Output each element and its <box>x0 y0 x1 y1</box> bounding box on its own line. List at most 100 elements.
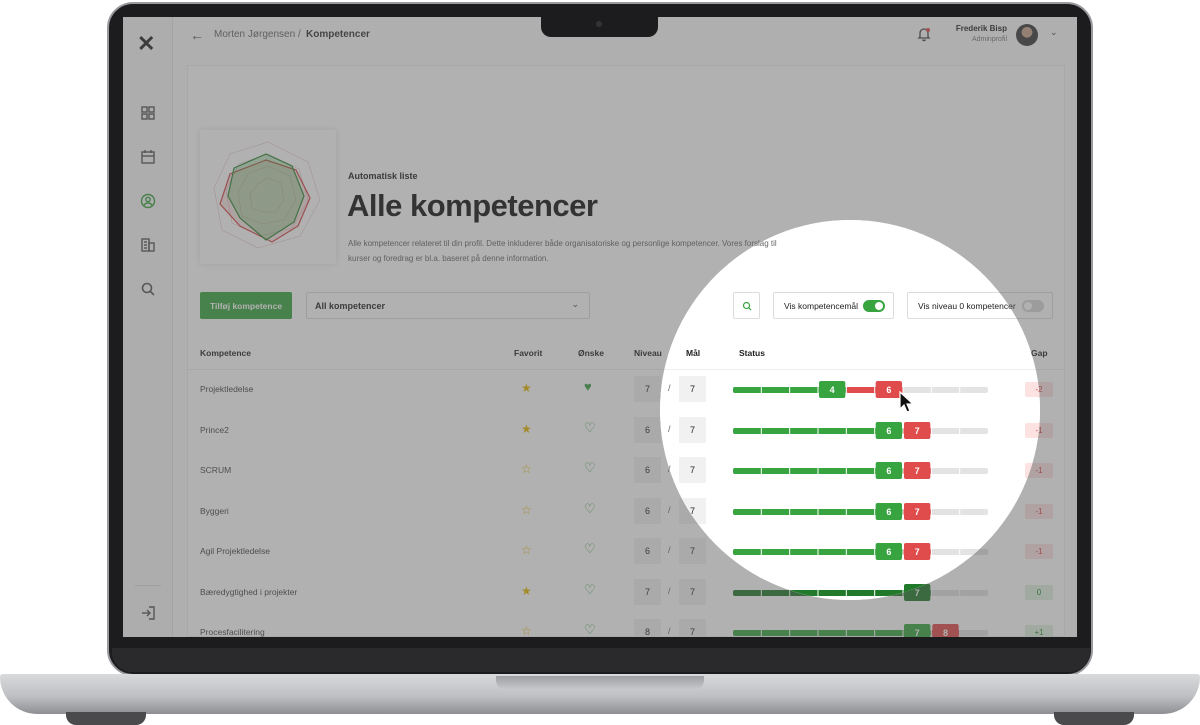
gap-badge: -1 <box>1025 422 1040 438</box>
competence-name[interactable]: SCRUM <box>200 465 232 475</box>
star-icon[interactable]: ★ <box>521 421 532 436</box>
gap-badge: +1 <box>1025 625 1053 637</box>
column-header-wish[interactable]: Ønske <box>578 348 604 358</box>
level-value[interactable]: 6 <box>634 538 661 564</box>
heart-icon[interactable]: ♡ <box>584 500 596 516</box>
radar-chart-card <box>200 130 336 264</box>
column-header-level[interactable]: Niveau <box>660 348 662 358</box>
status-level-tag-label: 6 <box>886 507 891 517</box>
search-icon[interactable] <box>139 280 157 298</box>
competence-name[interactable]: Procesfacilitering <box>200 627 265 637</box>
status-segment-divider <box>817 508 819 515</box>
table-row[interactable]: Procesfacilitering ☆ ♡ 8/7 +1 7 8 <box>188 613 1066 637</box>
laptop-opening-notch <box>496 676 704 690</box>
goal-value[interactable]: 7 <box>679 619 706 637</box>
level-value[interactable]: 6 <box>660 457 661 483</box>
status-segment-divider <box>930 427 932 434</box>
heart-icon[interactable]: ♡ <box>584 419 596 435</box>
status-segment-divider <box>902 468 904 474</box>
level-value[interactable]: 6 <box>634 497 661 524</box>
competence-name[interactable]: Prince2 <box>200 424 229 435</box>
add-competence-button[interactable]: Tilføj kompetence <box>200 292 292 319</box>
goal-value[interactable]: 7 <box>679 457 706 483</box>
breadcrumb-parent[interactable]: Morten Jørgensen <box>214 29 296 40</box>
status-segment-divider <box>959 468 961 474</box>
show-goal-switch[interactable] <box>863 300 885 312</box>
star-icon[interactable]: ☆ <box>521 462 532 476</box>
heart-icon[interactable]: ♡ <box>584 541 596 556</box>
goal-value[interactable]: 7 <box>679 497 706 524</box>
table-row[interactable]: Projektledelse★♥7/7-246 <box>660 370 1040 410</box>
star-icon[interactable]: ★ <box>521 381 532 395</box>
goal-value[interactable]: 7 <box>679 538 706 564</box>
status-level-tag-bg <box>819 381 846 398</box>
user-circle-icon[interactable] <box>139 192 157 210</box>
level-value[interactable]: 6 <box>660 538 661 564</box>
calendar-icon[interactable] <box>139 148 157 166</box>
level-value[interactable]: 8 <box>634 619 661 637</box>
column-header-status[interactable]: Status <box>739 348 765 358</box>
logout-icon[interactable] <box>139 604 157 622</box>
table-row[interactable]: Prince2★♡6/7-167 <box>660 411 1040 451</box>
level-value[interactable]: 6 <box>634 416 661 443</box>
status-segment-divider <box>845 427 847 434</box>
column-header-level[interactable]: Niveau <box>634 348 662 358</box>
competence-name[interactable]: Byggeri <box>200 505 229 516</box>
radar-chart <box>213 141 321 249</box>
status-segment-divider <box>760 549 762 555</box>
goal-value[interactable]: 7 <box>679 416 706 443</box>
breadcrumb-current: Kompetencer <box>306 29 370 40</box>
status-segment-divider <box>959 630 961 636</box>
heart-icon[interactable]: ♡ <box>584 622 596 637</box>
mouse-cursor-icon <box>899 391 915 413</box>
star-icon[interactable]: ☆ <box>521 624 532 637</box>
competence-name[interactable]: Agil Projektledelse <box>200 546 270 556</box>
competence-name[interactable]: Projektledelse <box>200 384 254 394</box>
heart-icon[interactable]: ♡ <box>584 581 596 597</box>
table-row[interactable]: SCRUM☆♡6/7-167 <box>660 451 1040 491</box>
level-value[interactable]: 7 <box>634 376 661 402</box>
status-segment-divider <box>817 427 819 434</box>
heart-icon[interactable]: ♥ <box>584 379 592 394</box>
goal-value[interactable]: 7 <box>679 376 706 402</box>
user-role: Adminprofil <box>971 36 1007 43</box>
level-value[interactable]: 6 <box>634 457 661 483</box>
table-header-divider <box>188 369 1066 370</box>
building-icon[interactable] <box>139 236 157 254</box>
level-value[interactable]: 6 <box>660 497 661 524</box>
show-goal-toggle-label: Vis kompetencemål <box>784 301 859 311</box>
level-value[interactable]: 7 <box>660 376 661 402</box>
show-level-zero-switch[interactable] <box>1022 300 1040 312</box>
column-header-name[interactable]: Kompetence <box>200 348 252 358</box>
heart-icon[interactable]: ♡ <box>584 460 596 475</box>
level-goal-separator: / <box>668 504 671 515</box>
star-icon[interactable]: ☆ <box>521 502 532 517</box>
status-segment-divider <box>789 589 791 596</box>
arrow-left-icon[interactable]: ← <box>190 27 204 43</box>
table-row[interactable]: Agil Projektledelse☆♡6/7-167 <box>660 532 1040 572</box>
status-segment-divider <box>760 468 762 474</box>
table-row[interactable]: Byggeri☆♡6/7-167 <box>660 492 1040 532</box>
show-goal-toggle[interactable]: Vis kompetencemål <box>773 292 894 319</box>
star-icon[interactable]: ★ <box>521 583 532 598</box>
competence-name[interactable]: Bæredygtighed i projekter <box>200 586 298 597</box>
show-level-zero-toggle[interactable]: Vis niveau 0 kompetencer <box>907 292 1040 319</box>
column-header-gap[interactable]: Gap <box>1031 348 1040 358</box>
star-icon[interactable]: ☆ <box>521 543 532 557</box>
level-value[interactable]: 7 <box>660 578 661 600</box>
goal-value[interactable]: 7 <box>679 578 706 600</box>
level-value[interactable]: 7 <box>634 578 661 605</box>
competence-filter-select[interactable]: All kompetencer ⌄ <box>306 292 590 319</box>
grid-icon[interactable] <box>139 104 157 122</box>
table-row[interactable]: Bæredygtighed i projekter★♡7/707 <box>660 573 1040 600</box>
level-value[interactable]: 6 <box>660 416 661 443</box>
bell-icon[interactable] <box>916 26 932 42</box>
status-goal-tag-label: 6 <box>886 385 891 395</box>
table-search-button[interactable] <box>733 292 760 319</box>
avatar[interactable] <box>1016 24 1038 46</box>
column-header-favorite[interactable]: Favorit <box>514 348 543 358</box>
x-logo-icon[interactable]: ✕ <box>137 31 156 56</box>
chevron-down-icon[interactable]: ⌄ <box>1050 27 1058 37</box>
status-segment-divider <box>817 630 819 636</box>
column-header-goal[interactable]: Mål <box>686 348 701 358</box>
